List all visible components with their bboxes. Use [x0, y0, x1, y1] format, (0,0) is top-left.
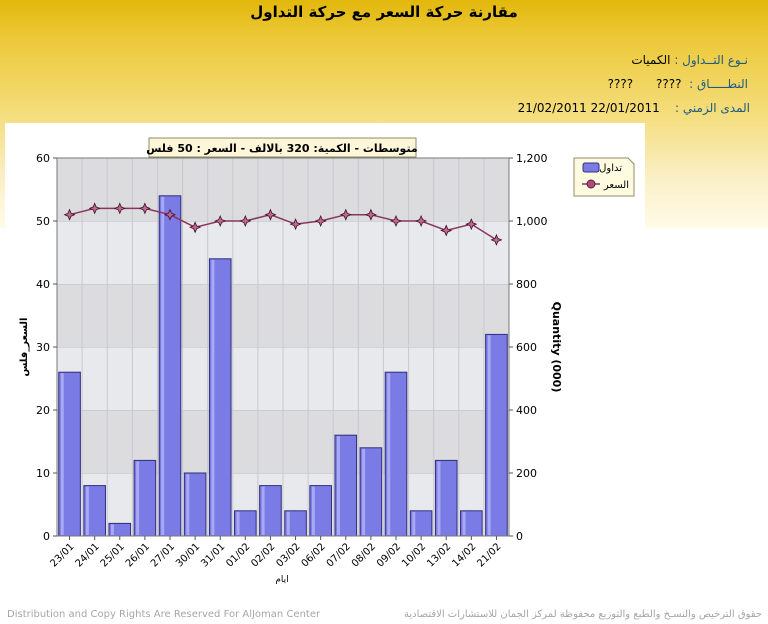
price-point [138, 202, 151, 215]
price-point [490, 233, 503, 246]
volume-bar-highlight [161, 196, 165, 536]
x-tick-label: 27/01 [149, 541, 177, 569]
y-right-tick-label: 400 [516, 404, 537, 417]
x-axis-label: ايام [275, 575, 288, 585]
legend-volume-label: تداول [599, 163, 622, 174]
price-point [163, 208, 177, 221]
price-point [214, 214, 227, 228]
price-point [415, 214, 428, 228]
price-point [389, 214, 403, 228]
volume-bar-highlight [136, 461, 140, 535]
price-point [339, 208, 352, 221]
price-point [63, 208, 76, 221]
y-right-tick-label: 0 [516, 530, 523, 543]
price-point [440, 224, 453, 237]
y-right-tick-label: 1,200 [516, 152, 548, 165]
y-right-tick-label: 200 [516, 467, 537, 480]
average-annotation: متوسطات - الكمية: 320 بالالف - السعر : 5… [146, 142, 418, 155]
volume-bar-highlight [311, 486, 315, 535]
x-tick-label: 14/02 [450, 541, 478, 569]
volume-bar-highlight [85, 486, 89, 535]
y-left-tick-label: 30 [36, 341, 50, 354]
y-right-tick-label: 800 [516, 278, 537, 291]
trade-type-row: نـوع التــداول : الكميات [631, 53, 748, 67]
plot-background [56, 157, 510, 536]
x-tick-label: 21/02 [475, 541, 503, 569]
price-point [88, 202, 101, 215]
volume-bar-highlight [336, 436, 340, 535]
legend-price-label: السعر [603, 180, 629, 191]
y-axis-left-label: السعر_فلس [19, 318, 30, 377]
price-line [63, 202, 503, 246]
volume-bar-highlight [437, 461, 441, 535]
volume-bar-highlight [211, 259, 215, 535]
x-tick-label: 10/02 [400, 541, 428, 569]
volume-bar-highlight [362, 448, 366, 535]
legend-price-marker [586, 179, 596, 189]
y-right-tick-label: 600 [516, 341, 537, 354]
price-point [289, 218, 302, 231]
volume-bar-highlight [261, 486, 265, 535]
price-point [189, 221, 202, 234]
y-left-tick-label: 0 [43, 530, 50, 543]
trade-type-value: الكميات [631, 53, 671, 67]
average-annotation-box: متوسطات - الكمية: 320 بالالف - السعر : 5… [146, 137, 418, 158]
volume-bar-highlight [462, 511, 466, 535]
x-tick-label: 24/01 [74, 541, 102, 569]
y-right-tick-label: 1,000 [516, 215, 548, 228]
price-point [113, 202, 126, 215]
x-tick-label: 07/02 [325, 541, 353, 569]
sector-value-1: ???? [656, 77, 682, 91]
volume-bar-highlight [236, 511, 240, 535]
volume-bar-highlight [60, 373, 64, 535]
y-left-tick-label: 40 [36, 278, 50, 291]
period-to: 21/02/2011 [517, 101, 587, 115]
y-axis-right-label: Quantity (000) [550, 302, 563, 393]
period-from: 22/01/2011 [590, 101, 660, 115]
x-tick-label: 02/02 [249, 541, 277, 569]
price-point [314, 214, 327, 228]
price-point [465, 218, 478, 231]
x-tick-label: 25/01 [99, 541, 127, 569]
volume-bars [58, 195, 508, 537]
volume-bar-highlight [186, 474, 190, 535]
footer-right: حقوق الترخيص والنسـخ والطبع والتوزيع محف… [404, 609, 762, 620]
legend: تداول السعر [573, 157, 635, 197]
volume-bar-highlight [387, 373, 391, 535]
period-label: المدى الزمني : [675, 101, 750, 115]
sector-label: النطـــــاق : [689, 77, 748, 91]
price-point [264, 208, 277, 221]
x-tick-label: 23/01 [49, 541, 77, 569]
x-tick-label: 30/01 [174, 541, 202, 569]
x-tick-label: 01/02 [224, 541, 252, 569]
y-left-tick-label: 20 [36, 404, 50, 417]
volume-bar-highlight [487, 335, 491, 535]
volume-bar-highlight [286, 511, 290, 535]
x-tick-label: 08/02 [350, 541, 378, 569]
x-tick-label: 03/02 [275, 541, 303, 569]
x-tick-label: 09/02 [375, 541, 403, 569]
period-row: المدى الزمني : 22/01/2011 21/02/2011 [518, 101, 750, 115]
x-tick-label: 06/02 [300, 541, 328, 569]
page-title: مقارنة حركة السعر مع حركة التداول [250, 3, 518, 21]
price-point [364, 208, 377, 221]
y-left-tick-label: 60 [36, 152, 50, 165]
sector-row: النطـــــاق : ???? ???? [608, 77, 748, 91]
volume-bar-highlight [412, 511, 416, 535]
volume-bar-highlight [110, 524, 114, 535]
y-left-tick-label: 50 [36, 215, 50, 228]
price-point [239, 214, 252, 228]
x-tick-label: 26/01 [124, 541, 152, 569]
trade-type-label: نـوع التــداول : [674, 53, 748, 67]
x-tick-label: 13/02 [425, 541, 453, 569]
legend-volume-swatch [582, 162, 600, 173]
y-left-tick-label: 10 [36, 467, 50, 480]
x-tick-label: 31/01 [199, 541, 227, 569]
sector-value-2: ???? [607, 77, 634, 91]
footer-left: Distribution and Copy Rights Are Reserve… [7, 609, 321, 620]
